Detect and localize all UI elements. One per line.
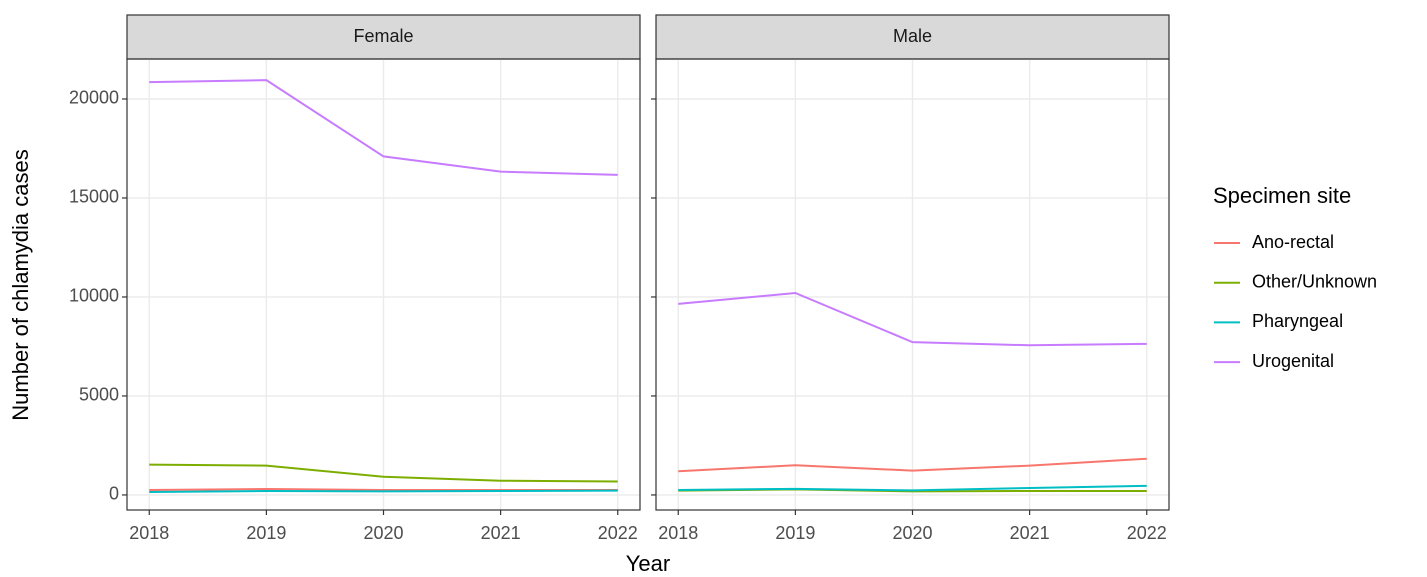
panel-border [126, 58, 641, 511]
series-line [149, 79, 618, 176]
strip-background [126, 14, 641, 60]
series-line [149, 489, 618, 493]
y-tick-label: 10000 [69, 286, 119, 306]
strip-label: Male [893, 26, 932, 46]
series-line [678, 291, 1147, 347]
strip-label: Female [353, 26, 413, 46]
y-tick-label: 0 [109, 484, 119, 504]
x-tick-label: 2022 [598, 523, 638, 543]
strip-background [655, 14, 1170, 60]
y-axis-label: Number of chlamydia cases [8, 149, 33, 420]
legend-label: Ano-rectal [1252, 232, 1334, 252]
legend-label: Pharyngeal [1252, 311, 1343, 331]
x-tick-label: 2020 [363, 523, 403, 543]
x-tick-label: 2020 [892, 523, 932, 543]
x-axis-label: Year [626, 551, 670, 576]
y-tick-label: 15000 [69, 187, 119, 207]
y-tick-label: 20000 [69, 88, 119, 108]
series-line [678, 457, 1147, 473]
x-tick-label: 2021 [1010, 523, 1050, 543]
x-tick-label: 2021 [481, 523, 521, 543]
x-tick-label: 2022 [1127, 523, 1167, 543]
x-tick-label: 2018 [129, 523, 169, 543]
series-line [149, 463, 618, 483]
series-line [678, 484, 1147, 492]
panel-border [655, 58, 1170, 511]
legend-label: Urogenital [1252, 351, 1334, 371]
x-tick-label: 2018 [658, 523, 698, 543]
x-tick-label: 2019 [775, 523, 815, 543]
legend-title: Specimen site [1213, 183, 1351, 208]
x-tick-label: 2019 [246, 523, 286, 543]
legend-label: Other/Unknown [1252, 271, 1377, 291]
y-tick-label: 5000 [79, 385, 119, 405]
